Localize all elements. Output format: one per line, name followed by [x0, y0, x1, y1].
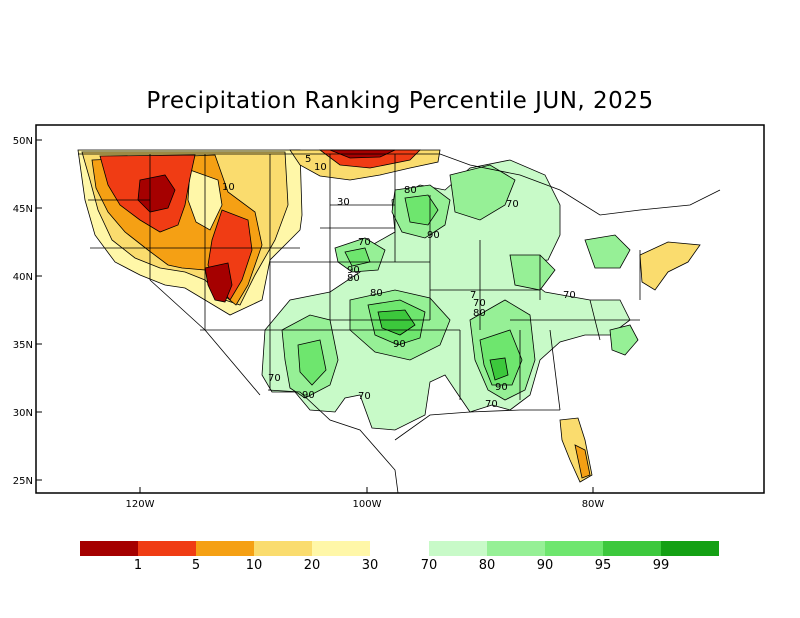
legend-swatch-dry-10: [196, 541, 254, 556]
legend-swatch-dry-30: [312, 541, 370, 556]
dry-region-northeast: [639, 241, 701, 291]
legend-swatch-dry-1: [80, 541, 138, 556]
lon-tick-label: 80W: [582, 499, 605, 510]
legend-label: 80: [478, 558, 496, 573]
boundaries: [78, 153, 721, 494]
lat-tick-label: 40N: [13, 272, 33, 283]
contour-label: 7: [470, 290, 476, 301]
contour-label: 70: [358, 237, 371, 248]
lat-axis: 50N 45N 40N 35N 30N 25N: [13, 136, 42, 487]
contour-labels: 5 10 10 30 80 90 70 70 90 80 80 90 70 80…: [222, 154, 576, 410]
wet-region-80-minnesota: [449, 164, 516, 221]
contour-label: 5: [305, 154, 311, 165]
legend-swatch-wet-99: [661, 541, 719, 556]
legend-swatch-dry-5: [138, 541, 196, 556]
contour-label: 80: [370, 288, 383, 299]
contour-label: 90: [427, 230, 440, 241]
contour-label: 80: [404, 185, 417, 196]
lon-tick-label: 120W: [126, 499, 155, 510]
wet-region-80-northeast: [584, 234, 631, 269]
map-title: Precipitation Ranking Percentile JUN, 20…: [146, 88, 654, 114]
contour-label: 70: [506, 199, 519, 210]
legend-swatch-wet-70: [429, 541, 487, 556]
legend-label: 95: [594, 558, 612, 573]
dry-region-florida-core: [574, 444, 591, 479]
legend-swatch-wet-80: [487, 541, 545, 556]
legend-label: 20: [303, 558, 321, 573]
contour-label: 80: [473, 308, 486, 319]
map-frame: [35, 124, 765, 494]
contour-label: 70: [485, 399, 498, 410]
legend-swatch-wet-90: [545, 541, 603, 556]
legend-swatch-wet-95: [603, 541, 661, 556]
lat-tick-label: 35N: [13, 340, 33, 351]
lat-tick-label: 50N: [13, 136, 33, 147]
contour-label: 30: [337, 197, 350, 208]
legend-label: 1: [133, 558, 143, 573]
contour-label: 70: [268, 373, 281, 384]
lat-tick-label: 30N: [13, 408, 33, 419]
contour-label: 90: [302, 390, 315, 401]
contour-label: 90: [393, 339, 406, 350]
legend-label: 5: [191, 558, 201, 573]
contour-label: 70: [358, 391, 371, 402]
lat-tick-label: 45N: [13, 204, 33, 215]
contour-label: 90: [347, 265, 360, 276]
contour-label: 10: [314, 162, 327, 173]
lon-axis: 120W 100W 80W: [126, 487, 605, 510]
wet-region-80-carolina: [609, 324, 639, 356]
legend-label: 30: [361, 558, 379, 573]
contour-label: 70: [473, 298, 486, 309]
contour-label: 70: [563, 290, 576, 301]
legend-label: 99: [652, 558, 670, 573]
legend-label: 70: [420, 558, 438, 573]
wet-region-70-central: [261, 159, 631, 431]
lat-tick-label: 25N: [13, 476, 33, 487]
wet-region-90-south: [479, 329, 523, 386]
wet-region-80-ohio: [509, 254, 556, 291]
legend-label: 10: [245, 558, 263, 573]
lon-tick-label: 100W: [353, 499, 382, 510]
legend-swatch-dry-20: [254, 541, 312, 556]
contour-label: 80: [347, 273, 360, 284]
contour-label: 10: [222, 182, 235, 193]
contour-label: 90: [495, 382, 508, 393]
dry-region-1-utah: [204, 262, 233, 303]
wet-region-95-south: [489, 357, 509, 381]
wet-region-90-texas: [297, 339, 327, 386]
legend-label: 90: [536, 558, 554, 573]
